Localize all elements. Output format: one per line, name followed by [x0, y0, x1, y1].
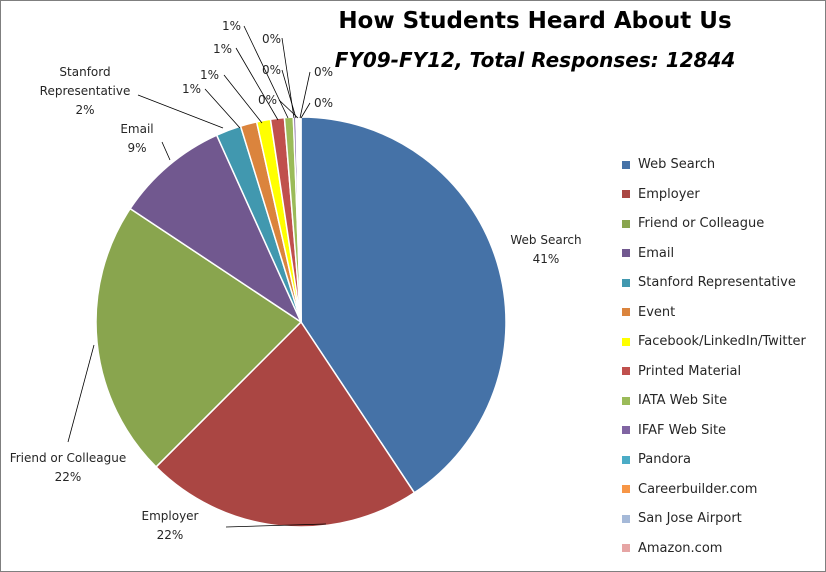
legend-label: Web Search — [638, 157, 716, 173]
legend-swatch — [622, 190, 630, 199]
legend-swatch — [622, 278, 630, 287]
data-label: 0% — [262, 63, 281, 77]
legend-item: San Jose Airport — [622, 504, 822, 534]
pie-slice-friend-or-colleague — [95, 207, 303, 469]
leader-line — [137, 94, 224, 129]
legend-label: Pandora — [638, 452, 691, 468]
legend-item: Amazon.com — [622, 534, 822, 564]
legend-item: Careerbuilder.com — [622, 475, 822, 505]
legend-swatch — [622, 426, 630, 435]
legend-swatch — [622, 485, 630, 494]
legend-swatch — [622, 308, 630, 317]
data-label: Friend or Colleague 22% — [10, 451, 127, 484]
legend-label: IFAF Web Site — [638, 422, 727, 438]
legend-label: Friend or Colleague — [638, 216, 765, 232]
leader-line — [278, 99, 299, 119]
legend-item: Facebook/LinkedIn/Twitter — [622, 327, 822, 357]
data-label: Employer 22% — [142, 509, 199, 542]
legend-swatch — [622, 249, 630, 258]
legend-label: IATA Web Site — [638, 393, 728, 409]
legend-item: Employer — [622, 180, 822, 210]
data-label: 0% — [262, 32, 281, 46]
leader-line — [161, 141, 171, 161]
legend-item: Friend or Colleague — [622, 209, 822, 239]
leader-line — [299, 71, 311, 119]
leader-line — [204, 88, 241, 129]
legend-swatch — [622, 544, 630, 553]
legend-label: Facebook/LinkedIn/Twitter — [638, 334, 806, 350]
legend-item: Pandora — [622, 445, 822, 475]
data-label: 0% — [314, 96, 333, 110]
leader-line — [235, 47, 279, 121]
pie-slice-email — [129, 134, 303, 325]
leader-line — [223, 74, 263, 124]
legend-label: Event — [638, 304, 676, 320]
legend-swatch — [622, 219, 630, 228]
legend-label: Email — [638, 245, 675, 261]
legend-item: IFAF Web Site — [622, 416, 822, 446]
pie-slice-employer — [154, 320, 416, 528]
data-label: 1% — [222, 19, 241, 33]
leader-line — [225, 523, 327, 528]
legend-swatch — [622, 396, 630, 405]
legend-swatch — [622, 455, 630, 464]
legend-item: Stanford Representative — [622, 268, 822, 298]
legend-item: Email — [622, 239, 822, 269]
chart-title: How Students Heard About Us — [338, 8, 732, 34]
data-label: Email 9% — [120, 122, 153, 155]
data-label: 0% — [314, 65, 333, 79]
legend-swatch — [622, 514, 630, 523]
legend-item: Event — [622, 298, 822, 328]
legend-item: IATA Web Site — [622, 386, 822, 416]
leader-line — [281, 69, 297, 119]
legend-label: Amazon.com — [638, 540, 723, 556]
data-label: 0% — [258, 93, 277, 107]
data-label: 1% — [182, 82, 201, 96]
legend-item: Printed Material — [622, 357, 822, 387]
legend-label: Stanford Representative — [638, 275, 796, 291]
leader-line — [300, 102, 311, 119]
legend-swatch — [622, 367, 630, 376]
data-label: Stanford Representative 2% — [40, 65, 131, 117]
legend-label: Printed Material — [638, 363, 742, 379]
legend-item: Web Search — [622, 150, 822, 180]
chart-subtitle: FY09-FY12, Total Responses: 12844 — [334, 48, 736, 72]
data-label: 1% — [200, 68, 219, 82]
legend: Web Search Employer Friend or Colleague Ema… — [622, 150, 822, 563]
legend-label: Employer — [638, 186, 700, 202]
legend-label: Careerbuilder.com — [638, 481, 758, 497]
leader-line — [243, 25, 289, 119]
legend-swatch — [622, 160, 630, 169]
data-label: Web Search 41% — [510, 233, 581, 266]
legend-label: San Jose Airport — [638, 511, 742, 527]
leader-line — [67, 344, 95, 443]
legend-swatch — [622, 337, 630, 346]
data-label: 1% — [213, 42, 232, 56]
